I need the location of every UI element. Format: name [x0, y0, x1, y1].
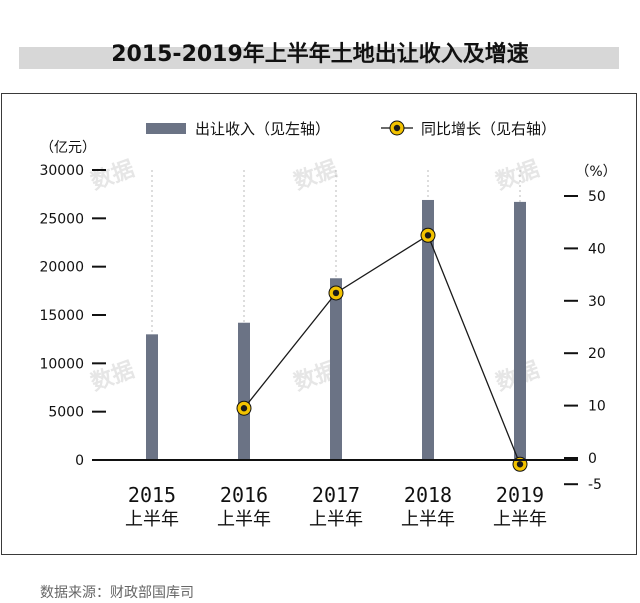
- bar-2016: [238, 322, 250, 460]
- growth-line: [243, 234, 521, 465]
- right-axis: （%） 50 40 30 20 10 0 -5: [564, 164, 617, 493]
- legend: 出让收入（见左轴） 同比增长（见右轴）: [146, 120, 556, 138]
- left-tick-label: 15000: [39, 308, 84, 324]
- right-axis-unit: （%）: [575, 164, 616, 180]
- x-tick-year: 2019: [496, 483, 544, 507]
- x-tick-half: 上半年: [217, 509, 271, 530]
- left-tick-label: 25000: [39, 211, 84, 227]
- growth-point-2017: [328, 285, 344, 301]
- chart-title: 2015-2019年上半年土地出让收入及增速: [111, 42, 529, 67]
- legend-marker-center: [393, 124, 401, 132]
- right-tick-label: 0: [588, 451, 597, 467]
- watermark-text: 数据: [87, 156, 137, 195]
- x-tick-half: 上半年: [401, 509, 455, 530]
- bar-2015: [146, 334, 158, 460]
- left-tick-label: 5000: [48, 405, 84, 421]
- x-tick-year: 2015: [128, 483, 176, 507]
- x-tick-year: 2016: [220, 483, 268, 507]
- x-tick-half: 上半年: [125, 509, 179, 530]
- marker-center: [424, 232, 432, 239]
- bar-2019: [514, 201, 526, 460]
- left-tick-label: 30000: [39, 163, 84, 179]
- x-tick-half: 上半年: [309, 509, 363, 530]
- right-tick-label: 20: [588, 346, 606, 362]
- left-tick-label: 20000: [39, 260, 84, 276]
- watermark-text: 数据: [492, 156, 542, 195]
- right-tick-label: 40: [588, 241, 606, 257]
- x-tick-year: 2018: [404, 483, 452, 507]
- legend-line-label: 同比增长（见右轴）: [421, 120, 556, 138]
- bar-2017: [330, 278, 342, 460]
- left-tick-label: 10000: [39, 356, 84, 372]
- legend-bar-label: 出让收入（见左轴）: [195, 120, 330, 138]
- bar-2018: [422, 199, 434, 460]
- line-series: [236, 227, 528, 472]
- x-tick-year: 2017: [312, 483, 360, 507]
- legend-bar-swatch: [146, 123, 186, 134]
- left-tick-label: 0: [75, 453, 84, 469]
- source-note: 数据来源：财政部国库司: [40, 585, 194, 601]
- title-bar: [19, 47, 619, 69]
- growth-point-2018: [420, 227, 436, 243]
- watermark-text: 数据: [290, 156, 340, 195]
- marker-center: [240, 405, 248, 412]
- right-tick-label: 50: [588, 189, 606, 205]
- right-tick-label: 10: [588, 399, 606, 415]
- left-axis-unit: （亿元）: [40, 140, 96, 156]
- growth-point-2016: [236, 400, 252, 416]
- marker-center: [332, 289, 340, 297]
- x-tick-half: 上半年: [493, 509, 547, 530]
- chart-frame: [1, 93, 637, 555]
- right-tick-label: -5: [588, 477, 602, 493]
- bar-series: [146, 199, 526, 460]
- right-tick-label: 30: [588, 294, 606, 310]
- left-axis: （亿元） 30000 25000 20000 15000 10000 5000 0: [39, 140, 106, 469]
- marker-center: [516, 461, 524, 468]
